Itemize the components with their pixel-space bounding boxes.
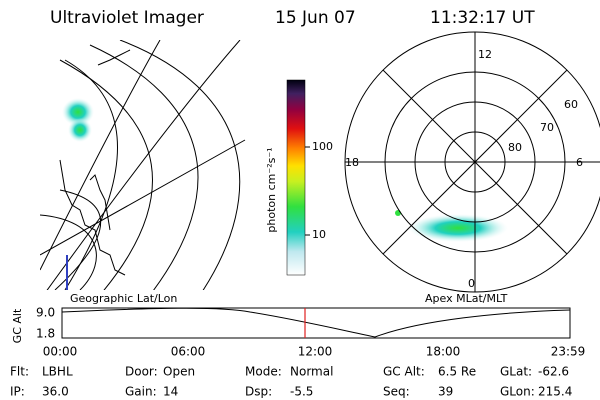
- instrument: Ultraviolet Imager: [50, 8, 204, 28]
- polar-plot: [344, 31, 600, 293]
- colorbar-label: photon cm⁻²s⁻¹: [265, 147, 278, 232]
- info-label: GLon:: [500, 385, 535, 399]
- info-label: IP:: [10, 385, 25, 399]
- info-value: LBHL: [42, 365, 73, 379]
- altitude-curve: [61, 307, 571, 338]
- info-value: -5.5: [290, 385, 313, 399]
- info-value: Normal: [290, 365, 333, 379]
- mlt-label: 0: [468, 277, 475, 290]
- timeline-box: [61, 307, 571, 339]
- x-label: 06:00: [171, 345, 206, 359]
- x-label: 23:59: [551, 345, 586, 359]
- info-label: Door:: [125, 365, 158, 379]
- info-label: Dsp:: [245, 385, 272, 399]
- geo-map: [40, 40, 246, 290]
- info-value: 6.5 Re: [438, 365, 476, 379]
- time: 11:32:17 UT: [430, 8, 535, 28]
- info-value: 215.4: [538, 385, 572, 399]
- colorbar-tick-label: 100: [312, 140, 333, 153]
- colorbar: [286, 79, 306, 276]
- info-value: 14: [163, 385, 178, 399]
- x-label: 00:00: [43, 345, 78, 359]
- mlt-label: 18: [345, 156, 359, 169]
- x-label: 18:00: [426, 345, 461, 359]
- colorbar-tick-label: 10: [312, 228, 326, 241]
- date: 15 Jun 07: [275, 8, 356, 28]
- x-label: 12:00: [298, 345, 333, 359]
- info-value: -62.6: [538, 365, 569, 379]
- info-value: 39: [438, 385, 453, 399]
- info-label: GC Alt:: [383, 365, 425, 379]
- info-label: GLat:: [500, 365, 532, 379]
- info-value: 36.0: [42, 385, 69, 399]
- timeline-title: Geographic Lat/Lon: [70, 292, 177, 305]
- info-label: Gain:: [125, 385, 157, 399]
- info-label: Flt:: [10, 365, 29, 379]
- info-panel: Flt: LBHL Door: Open Mode: Normal GC Alt: 6.5 R…: [10, 365, 572, 399]
- info-value: Open: [163, 365, 195, 379]
- info-label: Mode:: [245, 365, 282, 379]
- axis-label: GC Alt: [11, 308, 24, 343]
- mlt-label: 6: [576, 156, 583, 169]
- lat-label: 70: [540, 121, 554, 134]
- y-label: 9.0: [36, 306, 55, 320]
- y-label: 1.8: [36, 327, 55, 341]
- lat-label: 60: [564, 98, 578, 111]
- lat-label: 80: [508, 141, 522, 154]
- timeline-title: Apex MLat/MLT: [425, 292, 508, 305]
- mlt-label: 12: [478, 48, 492, 61]
- info-label: Seq:: [383, 385, 410, 399]
